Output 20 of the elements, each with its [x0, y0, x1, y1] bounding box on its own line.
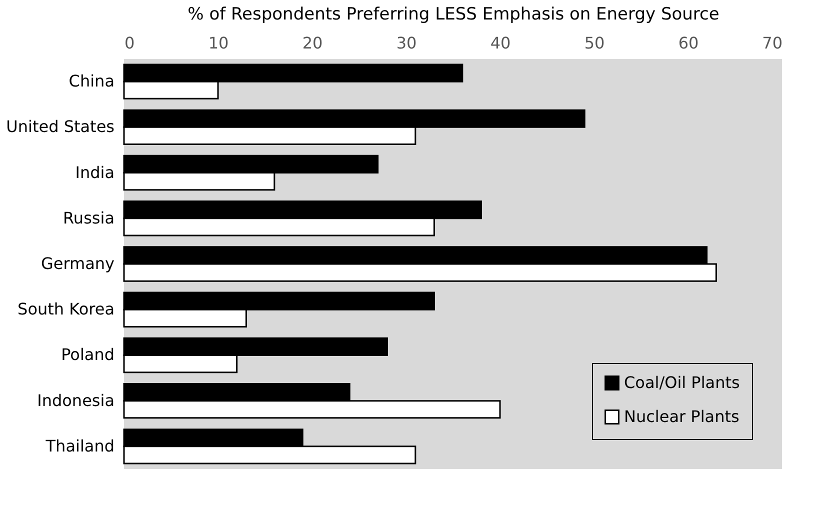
x-axis-title: % of Respondents Preferring LESS Emphasis on Energy Source — [188, 4, 720, 24]
y-tick-label: Poland — [61, 345, 114, 364]
y-tick-label: India — [75, 162, 114, 182]
x-tick-label: 50 — [584, 34, 605, 52]
x-tick-label: 10 — [208, 34, 229, 52]
x-tick-label: 0 — [124, 34, 135, 52]
y-tick-label: Russia — [63, 208, 114, 228]
y-tick-label: United States — [6, 117, 114, 136]
x-tick-label: 70 — [762, 34, 782, 52]
y-tick-label: Germany — [40, 254, 114, 273]
x-tick-label: 60 — [678, 34, 699, 52]
y-tick-label: China — [68, 72, 114, 91]
x-tick-label: 40 — [490, 34, 511, 52]
legend-label: Nuclear Plants — [624, 407, 740, 426]
legend-label: Coal/Oil Plants — [624, 373, 740, 392]
y-tick-label: Thailand — [44, 436, 114, 456]
y-tick-label: Indonesia — [37, 390, 114, 410]
y-tick-label: South Korea — [18, 300, 114, 319]
x-tick-label: 30 — [396, 34, 417, 52]
x-tick-label: 20 — [302, 34, 323, 52]
